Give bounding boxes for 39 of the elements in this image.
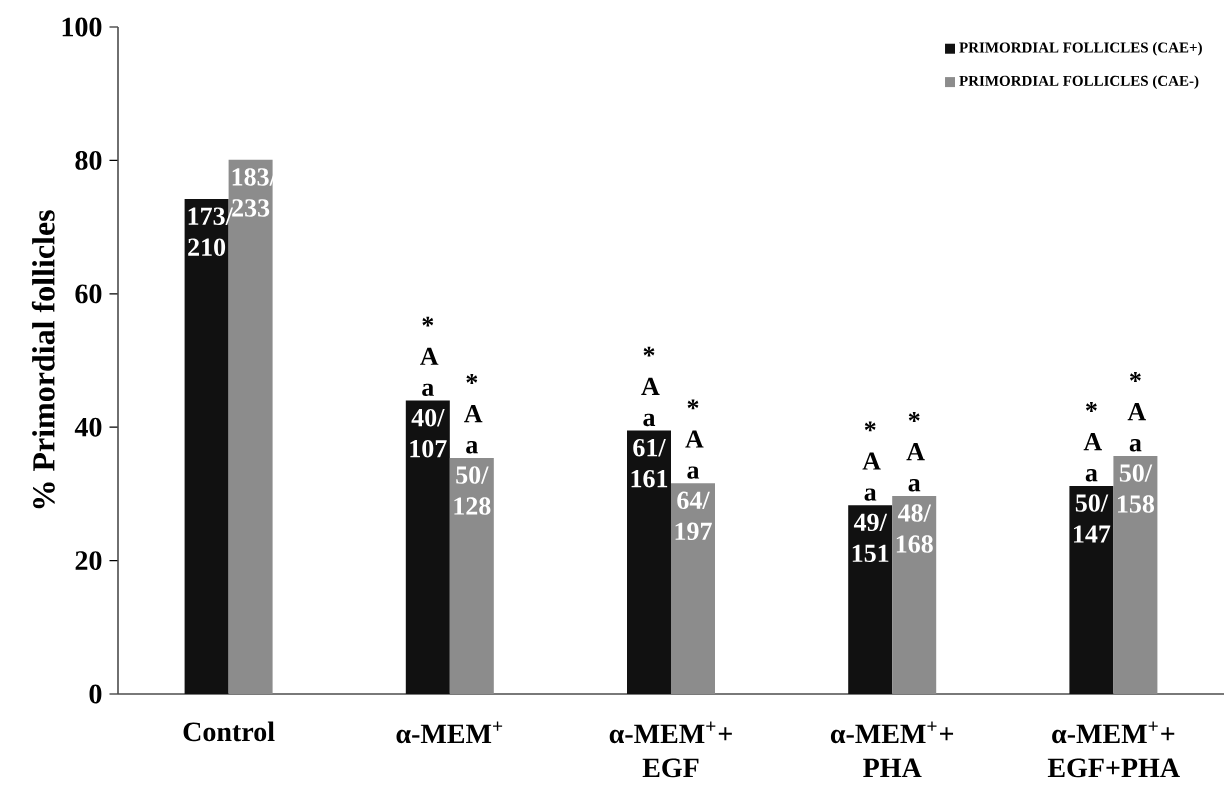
bar [449, 457, 494, 694]
annotation: * A a [641, 346, 660, 427]
data-label: 50/ 128 [454, 466, 491, 515]
data-label: 173/ 210 [188, 207, 234, 256]
x-tick-label: α-MEM$^{+}$+ PHA [830, 721, 954, 778]
y-tick-label: 0 [89, 684, 102, 704]
y-tick-label: 60 [75, 284, 102, 304]
data-label: 49/ 151 [852, 513, 889, 563]
bar [848, 505, 893, 694]
x-tick-label: α-MEM$^{+}$+ EGF+PHA [1047, 721, 1180, 778]
data-label: 61/ 161 [631, 438, 668, 488]
bar [892, 495, 937, 694]
x-tick-label: Control [183, 721, 275, 742]
annotation: * A a [862, 421, 881, 501]
y-tick-label: 80 [75, 150, 102, 170]
bar [671, 483, 715, 694]
data-label: 48/ 168 [896, 504, 933, 553]
bar [1113, 455, 1158, 694]
bar [405, 400, 450, 694]
annotation: * A a [1083, 402, 1102, 482]
legend-label: PRIMORDIAL FOLLICLES (CAE-) [959, 75, 1199, 89]
x-tick-label: α-MEM$^{+}$+ EGF [609, 721, 732, 778]
x-tick-label: α-MEM$^{+}$ [396, 721, 503, 744]
annotation: * A a [420, 316, 439, 397]
bar [1069, 485, 1114, 694]
y-tick-label: 20 [75, 551, 102, 571]
data-label: 50/ 147 [1074, 494, 1111, 543]
bar [627, 430, 671, 694]
annotation: * A a [685, 399, 704, 479]
y-tick-label: 40 [74, 417, 102, 437]
data-label: 64/ 197 [675, 491, 712, 541]
y-tick-label: 100 [62, 17, 102, 37]
data-label: 40/ 107 [410, 408, 447, 458]
annotation: * A a [1127, 372, 1146, 452]
annotation: * A a [906, 412, 925, 492]
y-axis-title: % Primordial follicles [31, 210, 55, 509]
legend-label: PRIMORDIAL FOLLICLES (CAE+) [959, 42, 1202, 56]
annotation: * A a [464, 374, 483, 454]
data-label: 50/ 158 [1118, 464, 1155, 513]
